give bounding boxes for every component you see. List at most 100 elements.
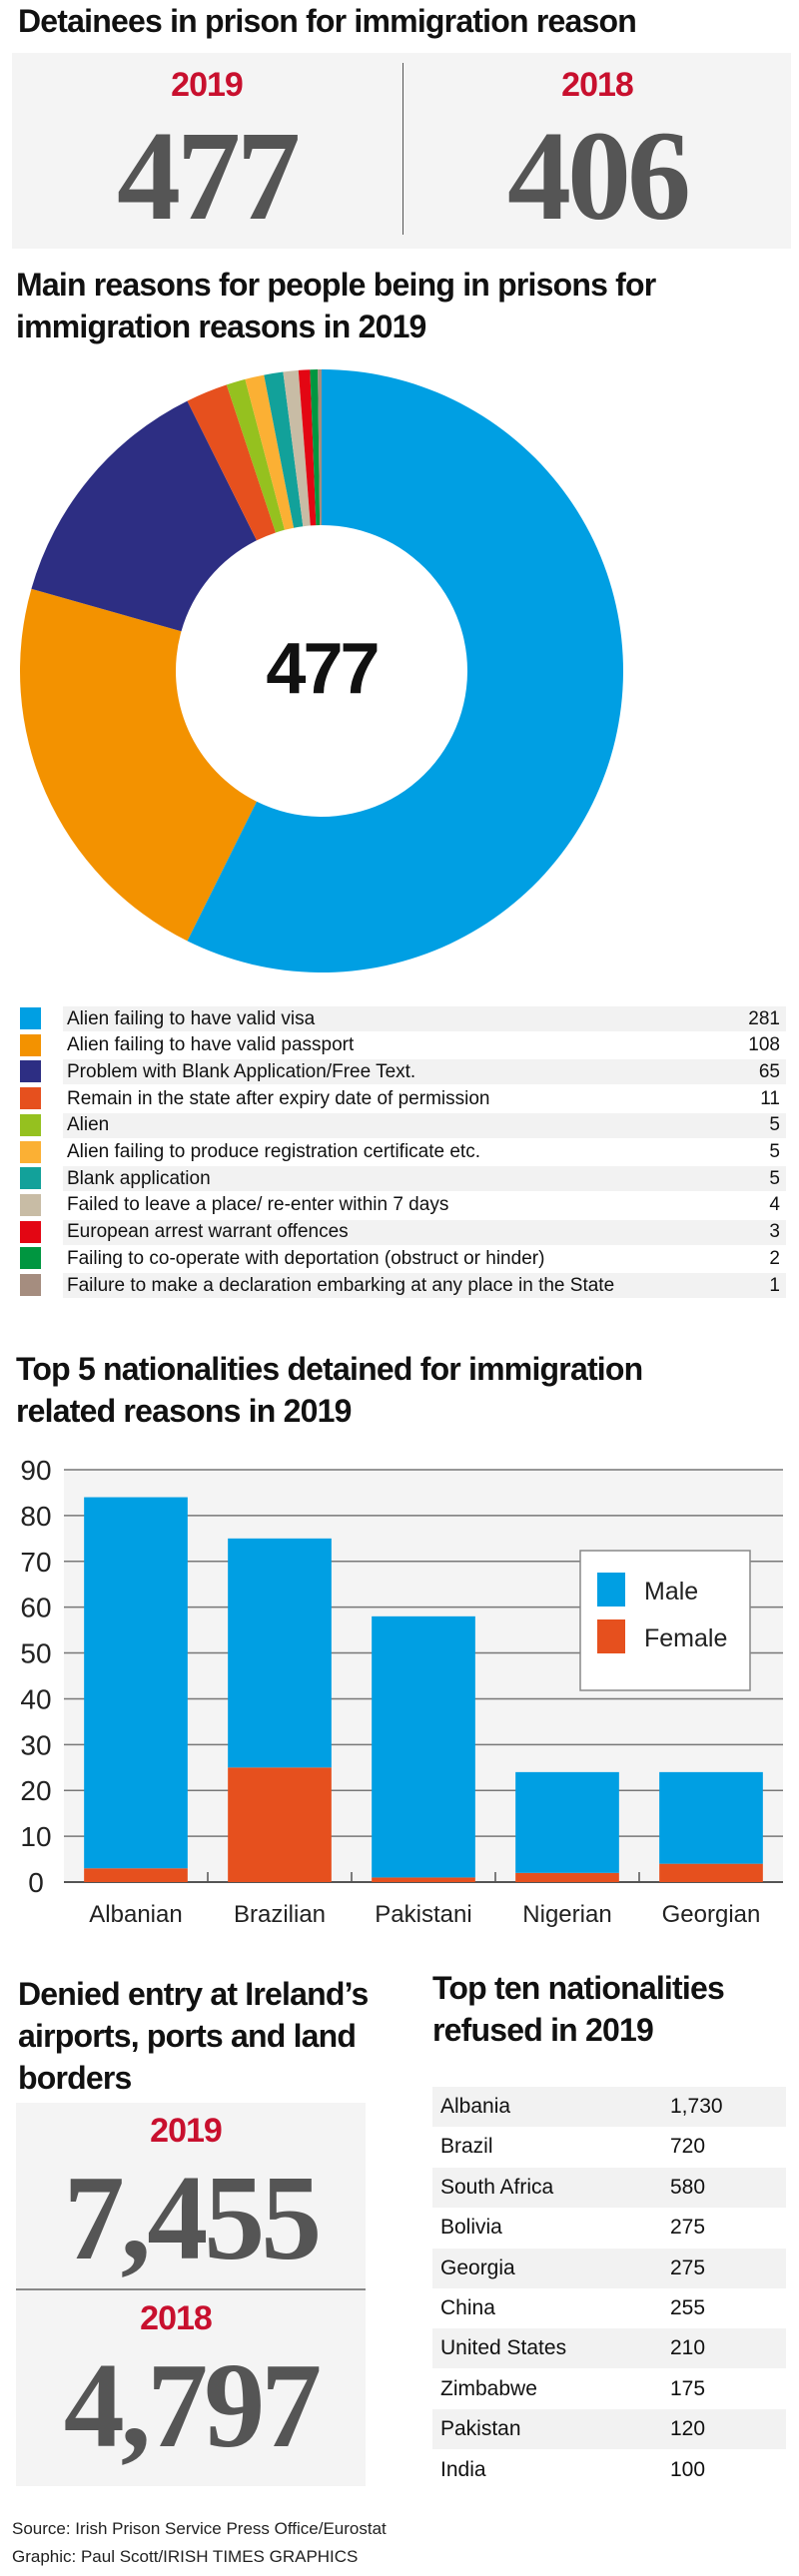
- legend-swatch: [20, 1220, 41, 1243]
- country-name: United States: [440, 2336, 567, 2360]
- bar-male-georgian: [659, 1771, 763, 1864]
- refused-count: 100: [670, 2457, 706, 2481]
- legend-label: Failure to make a declaration embarking …: [67, 1274, 615, 1296]
- y-tick-label: 90: [20, 1455, 51, 1486]
- denied-year-2018: 2018: [140, 2299, 213, 2337]
- legend-swatch: [20, 1113, 41, 1136]
- donut-center-total: 477: [266, 629, 380, 709]
- nationalities-title-line1: Top 5 nationalities detained for immigra…: [16, 1351, 643, 1387]
- refused-count: 210: [670, 2336, 706, 2360]
- donut-slice-5: [226, 378, 285, 533]
- refused-count: 255: [670, 2296, 706, 2319]
- denied-entry-title: Denied entry at Ireland’s airports, port…: [18, 1973, 369, 2099]
- stat-value-2019: 477: [117, 105, 301, 247]
- donut-slice-9: [298, 369, 317, 526]
- donut-slice-11: [318, 369, 322, 526]
- graphic-credit: Graphic: Paul Scott/IRISH TIMES GRAPHICS: [12, 2547, 359, 2566]
- stat-year-2018: 2018: [561, 66, 634, 104]
- donut-slice-4: [187, 384, 276, 541]
- legend-item: Alien 5: [63, 1112, 786, 1138]
- table-row: China 255: [432, 2288, 786, 2328]
- legend-item: Alien failing to have valid visa 281: [63, 1006, 786, 1031]
- x-tick-label: Georgian: [662, 1901, 761, 1928]
- legend-item: Failure to make a declaration embarking …: [63, 1273, 786, 1298]
- y-tick-label: 70: [20, 1547, 51, 1578]
- legend-swatch: [20, 1007, 41, 1029]
- legend-item: Alien failing to produce registration ce…: [63, 1140, 786, 1165]
- bar-male-nigerian: [515, 1771, 619, 1873]
- bar-male-albanian: [84, 1497, 188, 1869]
- bar-female-brazilian: [228, 1767, 332, 1882]
- reasons-donut-chart: [19, 369, 623, 972]
- denied-value-2018: 4,797: [63, 2338, 323, 2473]
- bar-female-nigerian: [515, 1872, 619, 1882]
- legend-swatch: [20, 1274, 41, 1296]
- refused-title-line2: refused in 2019: [432, 2012, 654, 2048]
- legend-swatch: [20, 1167, 41, 1190]
- legend-label: Alien failing to have valid visa: [67, 1007, 316, 1029]
- country-name: Zimbabwe: [440, 2376, 537, 2400]
- legend-label: Alien: [67, 1114, 110, 1136]
- table-row: Albania 1,730: [432, 2087, 786, 2127]
- legend-label: Failed to leave a place/ re-enter within…: [67, 1194, 449, 1216]
- nationalities-title-line2: related reasons in 2019: [16, 1393, 352, 1429]
- legend-item: Problem with Blank Application/Free Text…: [63, 1059, 786, 1085]
- denied-stat-box: 2019 7,455 2018 4,797: [16, 2103, 366, 2486]
- denied-value-2019: 7,455: [63, 2151, 323, 2285]
- bar-legend-swatch-male: [597, 1573, 625, 1607]
- bar-legend-label-male: Male: [644, 1578, 698, 1606]
- legend-value: 2: [769, 1247, 780, 1269]
- legend-swatch: [20, 1140, 41, 1163]
- legend-value: 65: [758, 1060, 780, 1082]
- table-row: Brazil 720: [432, 2127, 786, 2167]
- y-tick-label: 40: [20, 1683, 51, 1714]
- denied-divider: [16, 2288, 366, 2290]
- y-tick-label: 0: [28, 1867, 44, 1898]
- refused-count: 275: [670, 2255, 706, 2279]
- legend-label: Failing to co-operate with deportation (…: [67, 1247, 545, 1269]
- bar-legend-label-female: Female: [644, 1624, 727, 1652]
- detainees-title: Detainees in prison for immigration reas…: [18, 3, 637, 39]
- legend-label: Blank application: [67, 1167, 211, 1189]
- legend-swatch: [20, 1087, 41, 1110]
- legend-value: 281: [748, 1007, 780, 1029]
- refused-count: 175: [670, 2376, 706, 2400]
- legend-value: 5: [769, 1141, 780, 1162]
- bar-legend-swatch-female: [597, 1619, 625, 1653]
- refused-title: Top ten nationalities refused in 2019: [432, 1967, 725, 2051]
- table-row: Bolivia 275: [432, 2208, 786, 2248]
- country-name: Albania: [440, 2095, 511, 2118]
- bar-female-albanian: [84, 1868, 188, 1882]
- donut-slice-2: [19, 588, 257, 942]
- table-row: India 100: [432, 2450, 786, 2490]
- donut-slice-1: [187, 369, 623, 972]
- donut-slice-7: [264, 371, 304, 528]
- table-row: South Africa 580: [432, 2167, 786, 2208]
- bar-male-pakistani: [372, 1615, 475, 1878]
- y-tick-label: 20: [20, 1775, 51, 1806]
- stat-year-2019: 2019: [171, 66, 244, 104]
- legend-item: Blank application 5: [63, 1166, 786, 1192]
- country-name: India: [440, 2457, 486, 2481]
- legend-swatch: [20, 1193, 41, 1216]
- legend-label: Alien failing to produce registration ce…: [67, 1141, 480, 1162]
- country-name: South Africa: [440, 2175, 554, 2199]
- bar-female-pakistani: [372, 1877, 475, 1882]
- legend-swatch: [20, 1033, 41, 1056]
- nationalities-title: Top 5 nationalities detained for immigra…: [16, 1348, 643, 1432]
- table-row: Zimbabwe 175: [432, 2369, 786, 2409]
- legend-label: Alien failing to have valid passport: [67, 1034, 355, 1056]
- x-tick-label: Brazilian: [234, 1901, 326, 1928]
- donut-slice-6: [245, 374, 295, 530]
- x-tick-label: Nigerian: [522, 1901, 611, 1928]
- legend-value: 1: [769, 1274, 780, 1296]
- stat-divider: [402, 63, 403, 235]
- denied-title-line2: airports, ports and land: [18, 2018, 357, 2054]
- refused-count: 275: [670, 2216, 706, 2240]
- donut-slice-10: [310, 369, 321, 526]
- legend-value: 4: [769, 1194, 780, 1216]
- reasons-title-line1: Main reasons for people being in prisons…: [16, 267, 656, 303]
- legend-value: 3: [769, 1221, 780, 1243]
- country-name: Bolivia: [440, 2216, 502, 2240]
- denied-title-line1: Denied entry at Ireland’s: [18, 1976, 369, 2012]
